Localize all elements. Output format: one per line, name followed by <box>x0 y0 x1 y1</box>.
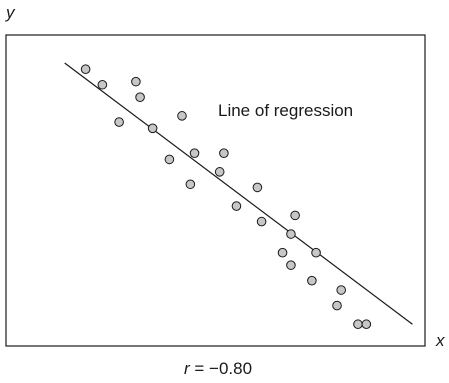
data-point <box>189 148 200 158</box>
data-point <box>231 201 242 211</box>
data-point <box>277 247 288 258</box>
correlation-equals: = <box>190 359 209 378</box>
regression-line <box>64 62 413 325</box>
correlation-value: −0.80 <box>209 359 252 378</box>
data-point <box>97 79 108 90</box>
data-points <box>80 64 372 330</box>
data-point <box>290 210 300 221</box>
data-point <box>80 64 91 75</box>
data-point <box>361 319 372 330</box>
data-point <box>307 275 317 286</box>
regression-line-annotation: Line of regression <box>218 101 353 120</box>
data-point <box>353 319 363 330</box>
correlation-coefficient: r = −0.80 <box>184 359 252 378</box>
data-point <box>219 148 229 158</box>
plot-frame <box>5 34 426 347</box>
data-point <box>286 260 296 270</box>
data-point <box>336 285 347 295</box>
data-point <box>177 111 187 121</box>
data-point <box>311 247 321 258</box>
data-point <box>114 117 124 127</box>
x-axis-label: x <box>435 331 445 350</box>
data-point <box>214 167 225 177</box>
data-point <box>332 300 342 311</box>
data-point <box>135 92 145 102</box>
data-point <box>164 154 175 165</box>
correlation-symbol: r <box>184 359 191 378</box>
y-axis-label: y <box>5 3 16 22</box>
data-point <box>131 76 141 87</box>
data-point <box>256 216 267 227</box>
data-point <box>185 179 196 190</box>
data-point <box>147 123 158 134</box>
data-point <box>286 229 296 239</box>
data-point <box>252 182 263 193</box>
